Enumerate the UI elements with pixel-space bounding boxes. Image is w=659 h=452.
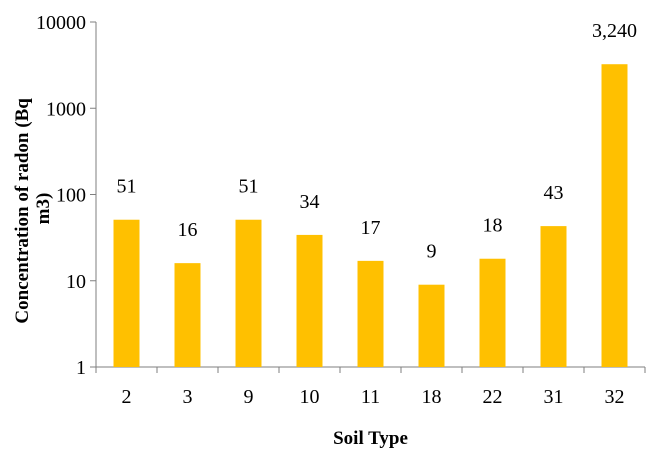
bar-soil-2 — [113, 219, 140, 367]
x-tick-label: 2 — [122, 386, 132, 408]
bar-soil-3 — [174, 263, 201, 367]
data-label: 34 — [300, 191, 320, 213]
bar-soil-11 — [357, 260, 384, 367]
bar-soil-10 — [296, 234, 323, 367]
data-label: 3,240 — [592, 20, 637, 42]
y-axis-title-line-1: Concentration of radon (Bq — [12, 98, 33, 324]
bar-soil-18 — [418, 284, 445, 367]
x-tick-label: 3 — [183, 386, 193, 408]
data-label: 16 — [178, 219, 198, 241]
y-tick-label: 1000 — [46, 98, 86, 120]
data-label: 43 — [544, 182, 564, 204]
y-axis-title-line-2: m3) — [33, 193, 54, 225]
data-label: 51 — [239, 176, 259, 198]
x-tick-label: 11 — [361, 386, 380, 408]
bar-soil-22 — [479, 258, 506, 367]
y-tick-label: 1 — [76, 357, 86, 379]
data-label: 9 — [427, 241, 437, 263]
data-label: 51 — [117, 176, 137, 198]
y-tick-label: 100 — [56, 185, 86, 207]
x-axis-title: Soil Type — [333, 428, 408, 449]
y-axis: 1 10 100 1000 10000 — [36, 12, 97, 379]
x-tick-label: 9 — [244, 386, 254, 408]
y-tick-label: 10 — [66, 271, 86, 293]
data-label: 17 — [361, 217, 381, 239]
x-tick-label: 22 — [483, 386, 503, 408]
x-tick-label: 10 — [300, 386, 320, 408]
bar-soil-31 — [540, 226, 567, 367]
data-labels: 51 16 51 34 17 9 18 43 3,240 — [117, 20, 638, 262]
x-tick-label: 18 — [422, 386, 442, 408]
bar-soil-9 — [235, 219, 262, 367]
bar-series — [113, 64, 628, 368]
x-tick-label: 32 — [605, 386, 625, 408]
bar-soil-32 — [601, 64, 628, 368]
x-axis: 2 3 9 10 11 18 22 31 32 — [95, 366, 646, 408]
data-label: 18 — [483, 215, 503, 237]
y-tick-label: 10000 — [36, 12, 86, 34]
y-axis-title: Concentration of radon (Bq m3) — [12, 93, 54, 323]
x-tick-label: 31 — [544, 386, 564, 408]
